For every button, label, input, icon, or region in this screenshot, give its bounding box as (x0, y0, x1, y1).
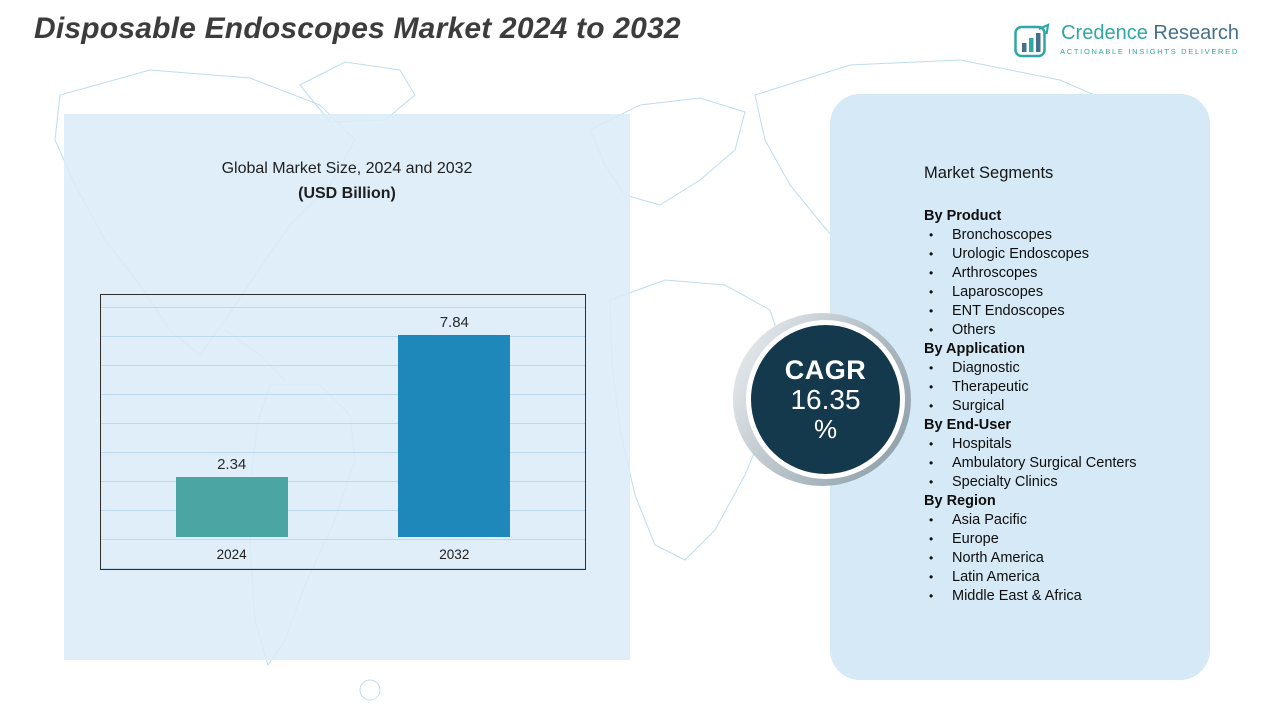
x-axis-label-2024: 2024 (216, 547, 247, 562)
bar-2032 (398, 335, 511, 537)
bullet-icon: • (929, 247, 934, 261)
bullet-icon: • (929, 304, 934, 318)
segment-item-label: Therapeutic (952, 379, 1029, 395)
segment-item-label: Hospitals (952, 436, 1012, 452)
segment-item-label: Bronchoscopes (952, 227, 1052, 243)
segment-group-heading: By End-User (924, 417, 1012, 433)
segment-item: • Asia Pacific (924, 511, 1196, 530)
segment-item-label: Specialty Clinics (952, 474, 1058, 490)
segment-item-label: Urologic Endoscopes (952, 246, 1090, 262)
segment-item: • Latin America (924, 568, 1196, 587)
segment-item-label: Asia Pacific (952, 512, 1027, 528)
segment-item: • Specialty Clinics (924, 473, 1196, 492)
brand-name-credence: Credence (1061, 22, 1148, 44)
bullet-icon: • (929, 456, 934, 470)
market-size-panel: Global Market Size, 2024 and 2032 (USD B… (64, 114, 630, 660)
segment-item-label: North America (952, 550, 1044, 566)
bullet-icon: • (929, 589, 934, 603)
page-title: Disposable Endoscopes Market 2024 to 203… (34, 12, 681, 45)
segment-item: • Laparoscopes (924, 283, 1196, 302)
bar-2024 (175, 477, 288, 537)
segment-item-label: Latin America (952, 569, 1040, 585)
bar-group-2024: 2.34 (175, 456, 288, 537)
chart-title: Global Market Size, 2024 and 2032 (221, 160, 473, 177)
segment-item: • Diagnostic (924, 359, 1196, 378)
brand-name: Credence Research (1061, 22, 1239, 44)
bullet-icon: • (929, 570, 934, 584)
cagr-label: CAGR (784, 355, 867, 385)
segment-item: • Others (924, 321, 1196, 340)
bullet-icon: • (929, 323, 934, 337)
bullet-icon: • (929, 285, 934, 299)
credence-logo-icon (1014, 22, 1052, 65)
segment-item-label: Laparoscopes (952, 284, 1044, 300)
bullet-icon: • (929, 399, 934, 413)
bar-chart-plot: 2.34 7.84 (101, 305, 585, 537)
bar-value-label: 7.84 (439, 314, 469, 331)
market-segments-panel: Market Segments By Product • Bronchoscopes… (830, 94, 1210, 680)
segment-item: • Europe (924, 530, 1196, 549)
brand-tagline: Actionable Insights Delivered (1060, 47, 1239, 56)
segment-group-heading: By Product (924, 208, 1002, 224)
bullet-icon: • (929, 361, 934, 375)
bullet-icon: • (929, 380, 934, 394)
segment-item: • Middle East & Africa (924, 587, 1196, 606)
bullet-icon: • (929, 551, 934, 565)
segment-item: • Hospitals (924, 435, 1196, 454)
bullet-icon: • (929, 228, 934, 242)
chart-subtitle: (USD Billion) (298, 185, 396, 202)
cagr-percent-sign: % (813, 414, 838, 444)
segment-item: • Arthroscopes (924, 264, 1196, 283)
segment-item-label: Others (952, 322, 996, 338)
bullet-icon: • (929, 437, 934, 451)
cagr-value: 16.35 (790, 384, 861, 415)
bar-group-2032: 7.84 (398, 314, 511, 537)
segment-item: • Therapeutic (924, 378, 1196, 397)
segments-content: Market Segments By Product • Bronchoscopes… (830, 94, 1210, 606)
bullet-icon: • (929, 513, 934, 527)
segment-item: • Bronchoscopes (924, 226, 1196, 245)
bullet-icon: • (929, 266, 934, 280)
segment-item: • Urologic Endoscopes (924, 245, 1196, 264)
segment-item-label: Diagnostic (952, 360, 1020, 376)
x-axis-label-2032: 2032 (439, 547, 470, 562)
segment-item-label: Arthroscopes (952, 265, 1038, 281)
bullet-icon: • (929, 532, 934, 546)
bullet-icon: • (929, 475, 934, 489)
segment-item-label: Middle East & Africa (952, 588, 1082, 604)
segment-group-heading: By Application (924, 341, 1025, 357)
bar-value-label: 2.34 (217, 456, 247, 473)
segments-title: Market Segments (924, 164, 1054, 182)
segment-item-label: Europe (952, 531, 999, 547)
logo-text: Credence Research Actionable Insights De… (1060, 22, 1239, 56)
credence-research-logo: Credence Research Actionable Insights De… (1014, 22, 1239, 65)
segment-item: • ENT Endoscopes (924, 302, 1196, 321)
segment-item: • Surgical (924, 397, 1196, 416)
segment-item: • Ambulatory Surgical Centers (924, 454, 1196, 473)
bar-chart: 2.34 7.84 2024 2032 (100, 294, 586, 570)
chart-title-block: Global Market Size, 2024 and 2032 (USD B… (64, 160, 630, 203)
segment-item: • North America (924, 549, 1196, 568)
segment-item-label: Ambulatory Surgical Centers (952, 455, 1137, 471)
segment-item-label: Surgical (952, 398, 1005, 414)
segments-groups: By Product • Bronchoscopes • Urologic Endosc… (924, 207, 1196, 606)
segment-group-heading: By Region (924, 493, 996, 509)
segment-item-label: ENT Endoscopes (952, 303, 1065, 319)
cagr-badge: CAGR 16.35 % (746, 320, 905, 479)
brand-name-research: Research (1153, 22, 1239, 44)
